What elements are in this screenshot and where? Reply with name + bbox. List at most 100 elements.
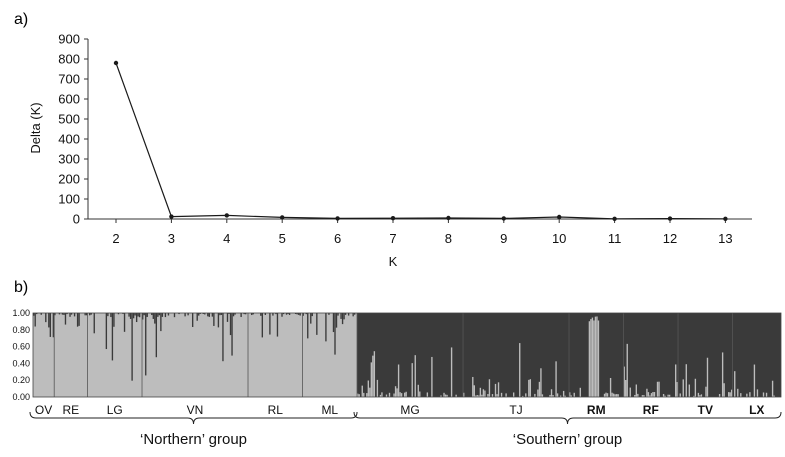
individual-bar: [316, 313, 318, 335]
y-tick-label: 900: [58, 32, 80, 47]
individual-bar: [596, 316, 598, 397]
individual-bar: [643, 395, 645, 397]
individual-bar: [154, 313, 156, 324]
individual-bar: [294, 313, 297, 315]
individual-bar: [534, 393, 536, 397]
x-tick-label: 11: [608, 231, 622, 246]
individual-bar: [478, 395, 480, 397]
individual-bar: [229, 313, 232, 336]
individual-bar: [373, 351, 376, 397]
individual-bar: [403, 392, 406, 397]
individual-bar: [650, 393, 653, 397]
individual-bar: [737, 388, 739, 397]
y-tick-label: 500: [58, 112, 80, 127]
individual-bar: [145, 313, 147, 376]
individual-bar: [73, 313, 76, 317]
individual-bar: [275, 313, 277, 315]
membership-y-ticks: 0.00 0.20 0.40 0.60 0.80 1.00: [12, 308, 30, 402]
individual-bar: [541, 394, 544, 397]
individual-bar: [479, 387, 482, 397]
y-axis-title: Delta (K): [28, 102, 43, 153]
individual-bar: [682, 379, 684, 397]
individual-bar: [131, 313, 133, 381]
y-tick-label: 300: [58, 152, 80, 167]
individual-bar: [667, 394, 669, 397]
individual-bar: [609, 377, 612, 397]
individual-bar: [559, 395, 562, 397]
individual-bar: [522, 395, 524, 397]
individual-bar: [615, 394, 618, 397]
individual-bar: [446, 394, 448, 397]
data-point: [557, 214, 562, 220]
individual-bar: [208, 313, 211, 317]
y-axis-ticks: 0 100 200 300 400 500 600 700 800 900: [58, 32, 88, 227]
population-label: LX: [749, 403, 764, 417]
population-block: [678, 313, 733, 397]
population-label: TV: [698, 403, 713, 417]
individual-bar: [400, 393, 403, 397]
population-labels: OV RE LG VN RL ML MG TJ RM RF TV LX: [35, 403, 765, 417]
individual-bar: [226, 313, 229, 322]
individual-bar: [63, 313, 65, 315]
individual-bar: [34, 313, 36, 327]
individual-bar: [341, 313, 344, 325]
population-label: VN: [187, 403, 204, 417]
individual-bar: [564, 395, 566, 397]
individual-bar: [617, 394, 619, 397]
individual-bar: [70, 313, 73, 315]
individual-bar: [285, 313, 288, 315]
individual-bar: [396, 388, 398, 397]
individual-bar: [89, 313, 91, 316]
individual-bar: [340, 313, 342, 319]
individual-bar: [146, 313, 148, 317]
individual-bar: [552, 395, 554, 397]
individual-bar: [111, 313, 114, 361]
individual-bar: [155, 313, 158, 358]
individual-bar: [372, 355, 374, 397]
individual-bar: [332, 313, 335, 333]
individual-bar: [184, 313, 186, 317]
individual-bar: [706, 357, 709, 397]
individual-bar: [675, 364, 677, 397]
individual-bar: [366, 393, 368, 397]
individual-bar: [54, 313, 56, 316]
individual-bar: [167, 313, 170, 316]
individual-bar: [152, 313, 154, 319]
individual-bar: [222, 313, 224, 362]
individual-bar: [570, 395, 572, 397]
individual-bar: [573, 392, 575, 397]
individual-bar: [379, 394, 382, 397]
population-label: MG: [400, 403, 419, 417]
individual-bar: [753, 364, 756, 397]
individual-bar: [231, 313, 233, 356]
population-label: RE: [63, 403, 80, 417]
individual-bar: [700, 394, 703, 397]
individual-bar: [187, 313, 189, 316]
data-point: [113, 60, 119, 66]
individual-bar: [299, 313, 301, 316]
individual-bar: [417, 384, 419, 397]
data-point: [723, 216, 728, 221]
individual-bar: [431, 356, 433, 397]
delta-k-line: [115, 62, 726, 220]
individual-bar: [240, 313, 242, 318]
individual-bar: [305, 313, 307, 315]
individual-bar: [765, 392, 768, 397]
individual-bar: [749, 392, 751, 397]
individual-bar: [699, 395, 701, 397]
delta-k-points: [113, 60, 728, 221]
individual-bar: [272, 313, 274, 316]
x-tick-label: 4: [223, 231, 230, 246]
y-tick-label: 600: [58, 92, 80, 107]
individual-bar: [419, 391, 421, 397]
individual-bar: [734, 371, 736, 397]
individual-bar: [164, 313, 167, 318]
individual-bar: [537, 389, 539, 397]
individual-bar: [579, 387, 581, 397]
individual-bar: [269, 313, 271, 335]
individual-bar: [694, 378, 697, 397]
individual-bar: [173, 313, 176, 318]
panel-b-label: b): [14, 279, 28, 296]
individual-bar: [276, 313, 279, 337]
individual-bar: [688, 384, 690, 397]
